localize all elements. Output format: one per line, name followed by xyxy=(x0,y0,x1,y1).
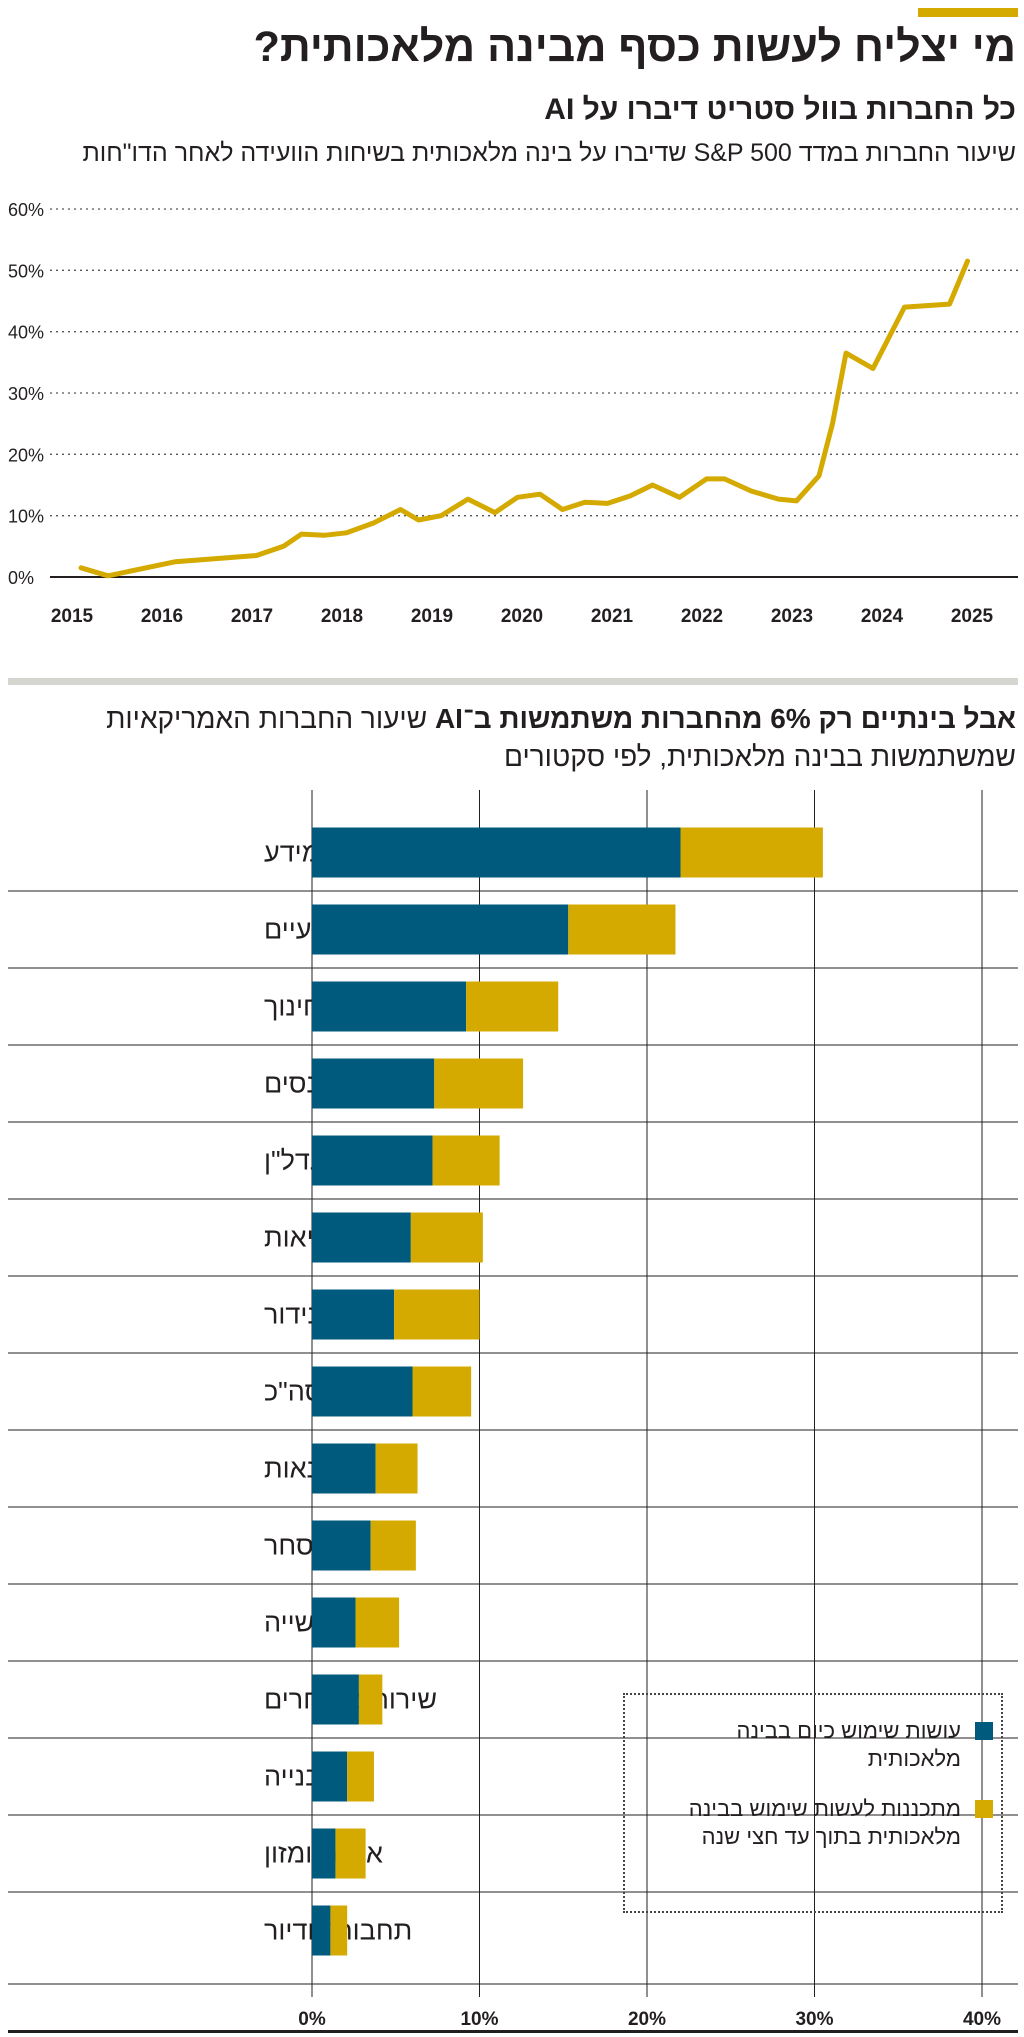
bar-current-use xyxy=(312,1520,371,1571)
x-tick-label: 2018 xyxy=(321,606,363,627)
x-tick-label: 2016 xyxy=(141,606,183,627)
bar-chart-title: אבל בינתיים רק 6% מהחברות משתמשות ב־AI ש… xyxy=(16,700,1016,776)
bottom-rule xyxy=(8,2030,1018,2033)
bar-planned-use xyxy=(358,1674,383,1725)
legend-label-planned: מתכננות לעשות שימוש בבינה מלאכותית בתוך … xyxy=(688,1796,961,1849)
bar-planned-use xyxy=(568,904,676,955)
bar-current-use xyxy=(312,1212,411,1263)
category-label: חינוך xyxy=(264,992,321,1022)
bar-current-use xyxy=(312,1674,359,1725)
x-tick-label: 2024 xyxy=(861,606,904,627)
bar-current-use xyxy=(312,1135,433,1186)
bar-current-use xyxy=(312,904,569,955)
bar-planned-use xyxy=(335,1828,366,1879)
bar-current-use xyxy=(312,1289,395,1340)
category-label: נדל"ן xyxy=(264,1146,320,1176)
bar-planned-use xyxy=(432,1135,500,1186)
x-tick-label: 2021 xyxy=(591,606,634,627)
y-tick-label: 50% xyxy=(8,261,44,281)
y-tick-label: 20% xyxy=(8,445,44,465)
x-tick-label: 10% xyxy=(460,2009,498,2025)
bar-current-use xyxy=(312,1443,376,1494)
x-tick-label: 2015 xyxy=(51,606,94,627)
bar-chart: 0%10%20%30%40%מידעשירותים מקצועייםחינוךפ… xyxy=(8,790,1018,2025)
bar-current-use xyxy=(312,827,681,878)
bar-current-use xyxy=(312,1597,356,1648)
x-tick-label: 40% xyxy=(963,2009,1001,2025)
bar-planned-use xyxy=(434,1058,524,1109)
y-tick-label: 30% xyxy=(8,384,44,404)
x-tick-label: 2019 xyxy=(411,606,453,627)
legend-item-planned: מתכננות לעשות שימוש בבינה מלאכותית בתוך … xyxy=(661,1795,993,1850)
y-tick-label: 10% xyxy=(8,507,44,527)
legend-swatch-planned xyxy=(975,1800,993,1818)
x-tick-label: 2025 xyxy=(951,606,994,627)
bar-planned-use xyxy=(466,981,559,1032)
legend-swatch-current xyxy=(975,1722,993,1740)
bar-planned-use xyxy=(410,1212,483,1263)
y-tick-label: 0% xyxy=(8,568,34,588)
bar-planned-use xyxy=(412,1366,472,1417)
bar-planned-use xyxy=(370,1520,416,1571)
x-tick-label: 2020 xyxy=(501,606,543,627)
category-label: בנייה xyxy=(264,1762,321,1792)
x-tick-label: 30% xyxy=(795,2009,833,2025)
category-label: מידע xyxy=(264,838,320,868)
bar-current-use xyxy=(312,1058,435,1109)
line-chart-title: כל החברות בוול סטריט דיברו על AI xyxy=(544,93,1016,126)
section-divider xyxy=(8,678,1018,685)
bar-current-use xyxy=(312,1828,336,1879)
bar-chart-title-bold: אבל בינתיים רק 6% מהחברות משתמשות ב־AI xyxy=(434,703,1016,734)
page-title: מי יצליח לעשות כסף מבינה מלאכותית? xyxy=(253,23,1016,71)
legend-label-current: עושות שימוש כיום בבינה מלאכותית xyxy=(736,1718,962,1771)
bar-planned-use xyxy=(680,827,823,878)
bar-planned-use xyxy=(330,1905,348,1956)
bar-current-use xyxy=(312,1905,331,1956)
series-line xyxy=(78,258,970,579)
y-tick-label: 60% xyxy=(8,200,44,220)
bar-planned-use xyxy=(347,1751,374,1802)
line-chart: 0% 10% 20% 30% 40% 50% 60% 2015 2016 2017 2018 2019… xyxy=(8,200,1018,627)
x-tick-label: 2022 xyxy=(681,606,723,627)
bar-planned-use xyxy=(394,1289,480,1340)
y-tick-label: 40% xyxy=(8,323,44,343)
x-tick-label: 2017 xyxy=(231,606,273,627)
bar-current-use xyxy=(312,1366,413,1417)
line-chart-description: שיעור החברות במדד S&P 500 שדיברו על בינה… xyxy=(82,139,1016,167)
x-tick-label: 2023 xyxy=(771,606,813,627)
bar-planned-use xyxy=(355,1597,400,1648)
bar-current-use xyxy=(312,981,467,1032)
x-tick-label: 0% xyxy=(298,2009,326,2025)
bar-chart-legend: עושות שימוש כיום בבינה מלאכותית מתכננות … xyxy=(623,1693,1003,1913)
accent-bar xyxy=(918,8,1018,17)
bar-planned-use xyxy=(375,1443,418,1494)
legend-item-current: עושות שימוש כיום בבינה מלאכותית xyxy=(661,1717,993,1772)
x-tick-label: 20% xyxy=(628,2009,666,2025)
bar-current-use xyxy=(312,1751,348,1802)
bar-chart-title-rest: שיעור החברות האמריקאיות שמשתמשות בבינה מ… xyxy=(106,703,1016,772)
